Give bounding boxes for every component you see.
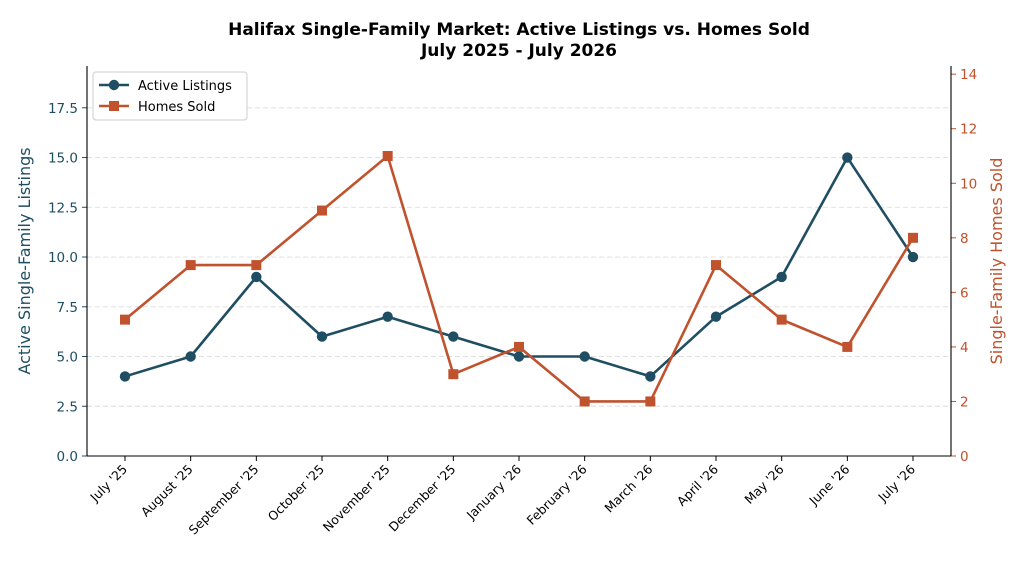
right-axis-tick-label: 8 xyxy=(960,231,969,247)
data-point xyxy=(776,271,787,283)
left-axis-tick-label: 17.5 xyxy=(48,101,78,117)
data-point xyxy=(448,331,459,342)
legend-box xyxy=(92,71,248,121)
right-axis-label: Single-Family Homes Sold xyxy=(987,158,1006,365)
chart-title-line-1: Halifax Single-Family Market: Active Lis… xyxy=(228,20,810,40)
x-axis-tick-label: September '25 xyxy=(185,462,261,538)
left-axis-tick-label: 10.0 xyxy=(48,250,78,266)
data-point xyxy=(776,314,787,325)
left-axis-tick-label: 7.5 xyxy=(57,300,78,316)
right-axis-tick-label: 14 xyxy=(960,67,977,83)
data-point xyxy=(120,314,130,325)
x-axis-tick-label: July '26 xyxy=(874,461,918,505)
right-axis-tick-label: 12 xyxy=(960,122,977,138)
axes-layer: 0.0 2.5 5.0 7.5 10.0 12.5 15.0 17.5 0 2 4 6 8 10 12 14 J… xyxy=(15,66,1006,537)
x-axis-tick-label: May '26 xyxy=(741,461,786,506)
data-point xyxy=(317,205,327,216)
right-axis-tick-label: 4 xyxy=(960,340,969,356)
data-point xyxy=(842,341,853,352)
grid-layer xyxy=(87,107,951,457)
data-point xyxy=(119,371,131,382)
series-layer xyxy=(119,151,919,407)
left-axis-tick-label: 12.5 xyxy=(48,200,78,216)
data-point xyxy=(907,251,919,263)
series-line xyxy=(124,154,915,403)
data-point xyxy=(513,351,525,362)
left-axis-label: Active Single-Family Listings xyxy=(15,147,34,374)
data-point xyxy=(645,396,656,407)
data-point xyxy=(185,260,196,271)
legend-marker xyxy=(109,101,119,111)
data-point xyxy=(842,152,853,163)
legend: Active Listings Homes Sold xyxy=(92,71,248,121)
x-axis-tick-label: December '25 xyxy=(386,462,459,535)
data-point xyxy=(514,341,524,352)
data-point xyxy=(710,311,722,322)
legend-label: Homes Sold xyxy=(138,100,215,115)
data-point xyxy=(908,232,918,243)
x-axis-tick-label: March '26 xyxy=(601,461,655,515)
left-axis-tick-label: 15.0 xyxy=(48,151,78,167)
data-point xyxy=(382,151,393,161)
left-axis-tick-label: 2.5 xyxy=(57,399,78,415)
data-point xyxy=(251,271,262,283)
data-point xyxy=(579,396,590,407)
legend-label: Active Listings xyxy=(138,79,232,94)
legend-marker xyxy=(108,79,120,91)
left-axis-tick-label: 5.0 xyxy=(57,350,78,366)
x-axis-tick-label: June '26 xyxy=(805,461,852,508)
right-axis-tick-label: 10 xyxy=(960,176,977,192)
x-axis-tick-label: August '25 xyxy=(138,462,196,520)
x-axis-tick-label: January '26 xyxy=(463,461,524,522)
x-axis-tick-label: November '25 xyxy=(320,462,393,535)
right-axis-tick-label: 0 xyxy=(960,449,969,465)
data-point xyxy=(711,260,721,271)
right-axis-tick-label: 2 xyxy=(960,394,969,410)
x-axis-tick-label: July '25 xyxy=(86,462,130,506)
chart-title-line-2: July 2025 - July 2026 xyxy=(420,41,617,61)
x-axis-tick-label: February '26 xyxy=(524,461,590,527)
x-axis-tick-label: April '26 xyxy=(674,461,721,508)
right-axis-tick-label: 6 xyxy=(960,285,969,301)
data-point xyxy=(185,351,196,362)
x-axis-tick-label: October '25 xyxy=(265,462,327,524)
data-point xyxy=(382,311,393,322)
left-axis-tick-label: 0.0 xyxy=(57,449,78,465)
data-point xyxy=(251,260,262,271)
data-point xyxy=(448,369,459,380)
data-point xyxy=(645,371,656,382)
data-point xyxy=(316,331,328,342)
data-point xyxy=(579,351,590,362)
